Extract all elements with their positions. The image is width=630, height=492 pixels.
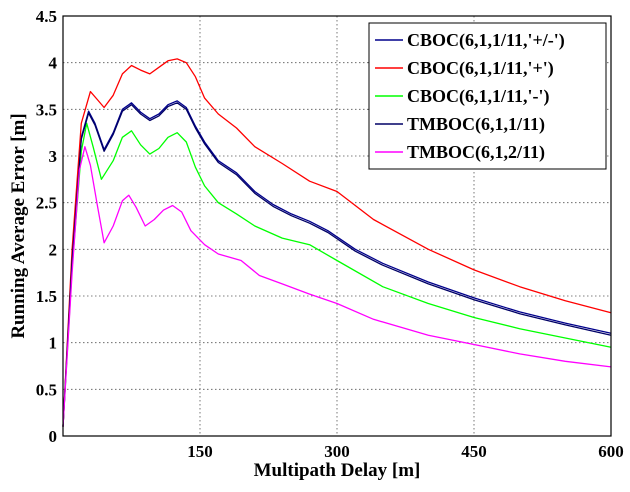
y-tick-label: 1.5	[36, 287, 57, 306]
x-tick-label: 600	[598, 442, 624, 461]
y-tick-label: 3	[49, 147, 58, 166]
y-tick-label: 3.5	[36, 100, 57, 119]
legend-entry: TMBOC(6,1,1/11)	[407, 114, 545, 135]
plot-frame	[62, 15, 612, 437]
y-tick-label: 2.5	[36, 194, 57, 213]
series-line	[62, 58, 612, 427]
x-tick-label: 300	[324, 442, 350, 461]
series-line	[62, 102, 612, 427]
y-tick-label: 1	[49, 334, 58, 353]
series-line	[62, 122, 612, 427]
legend-entry: CBOC(6,1,1/11,'-')	[407, 86, 550, 107]
legend-entry: CBOC(6,1,1/11,'+')	[407, 58, 554, 79]
legend: CBOC(6,1,1/11,'+/-') CBOC(6,1,1/11,'+') CB…	[368, 22, 607, 170]
series-lines	[62, 58, 612, 427]
x-axis-label: Multipath Delay [m]	[254, 460, 421, 481]
y-tick-label: 4	[49, 54, 58, 73]
legend-entry: CBOC(6,1,1/11,'+/-')	[407, 30, 565, 51]
y-tick-label: 4.5	[36, 7, 57, 26]
y-tick-label: 0	[49, 427, 58, 446]
legend-box	[368, 22, 607, 170]
x-tick-label: 450	[461, 442, 487, 461]
legend-entry: TMBOC(6,1,2/11)	[407, 142, 545, 163]
series-line	[62, 146, 612, 427]
x-tick-label: 150	[187, 442, 213, 461]
tick-labels: 150 300 450 600 0 0.5 1 1.5 2 2.5 3 3.5 4 4.5	[36, 7, 624, 461]
y-tick-label: 0.5	[36, 380, 57, 399]
y-axis-label: Running Average Error [m]	[8, 113, 29, 338]
y-tick-label: 2	[49, 240, 58, 259]
